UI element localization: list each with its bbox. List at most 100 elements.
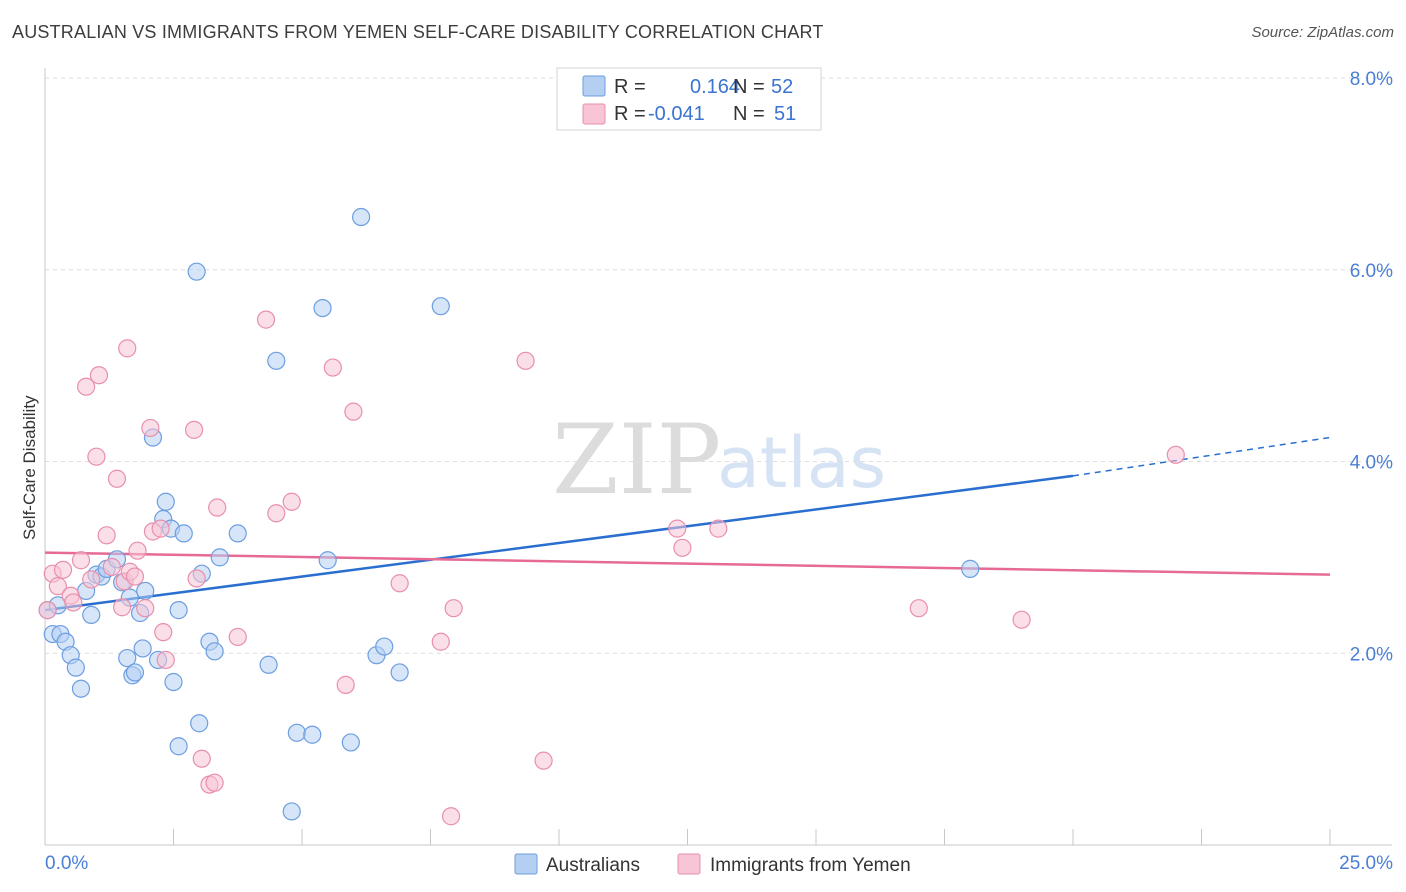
- data-points: [38, 207, 1185, 826]
- legend-r-label-1: R =: [614, 76, 646, 98]
- chart-title: AUSTRALIAN VS IMMIGRANTS FROM YEMEN SELF…: [12, 22, 824, 42]
- watermark-atlas: atlas: [717, 422, 886, 504]
- australians-point: [71, 679, 91, 698]
- yemen-point: [97, 526, 116, 545]
- yemen-point: [1012, 610, 1031, 629]
- y-axis-label: Self-Care Disability: [20, 395, 39, 540]
- yemen-point: [668, 519, 687, 538]
- australians-point: [390, 663, 409, 682]
- australians-point: [190, 714, 209, 733]
- x-tick-label: 0.0%: [45, 853, 88, 874]
- australians-point: [205, 642, 224, 661]
- yemen-point: [323, 358, 342, 377]
- australians-point: [341, 733, 360, 752]
- yemen-point: [344, 402, 363, 421]
- australians-point: [164, 672, 183, 692]
- bottom-legend-swatch-yemen: [677, 853, 701, 875]
- yemen-point: [136, 599, 155, 618]
- yemen-point: [709, 519, 728, 538]
- y-tick-label: 6.0%: [1350, 261, 1393, 282]
- yemen-point: [909, 599, 928, 618]
- australians-point: [267, 351, 286, 370]
- legend-n-label-1: N =: [733, 76, 765, 98]
- australians-trend-line: [44, 474, 1074, 612]
- yemen-point: [128, 541, 147, 560]
- y-tick-label: 4.0%: [1350, 453, 1393, 474]
- australians-point: [259, 655, 278, 674]
- yemen-point: [205, 773, 224, 792]
- bottom-legend-swatch-australians: [514, 853, 538, 875]
- y-tick-label: 2.0%: [1350, 644, 1393, 665]
- yemen-point: [118, 339, 137, 358]
- yemen-point: [282, 492, 301, 511]
- yemen-point: [444, 599, 463, 618]
- bottom-legend-australians: Australians: [546, 855, 640, 876]
- legend-r-value-1: 0.164: [690, 76, 740, 98]
- australians-point: [313, 299, 332, 318]
- australians-point: [352, 207, 371, 227]
- yemen-point: [107, 469, 127, 488]
- yemen-point: [77, 377, 96, 396]
- yemen-point: [267, 504, 286, 523]
- yemen-point: [38, 601, 57, 620]
- yemen-point: [1166, 445, 1185, 464]
- legend-swatch-yemen: [582, 103, 606, 125]
- yemen-point: [390, 574, 409, 593]
- australians-point: [125, 663, 145, 682]
- australians-point: [287, 723, 306, 742]
- yemen-point: [256, 310, 276, 329]
- yemen-point: [673, 538, 692, 557]
- stats-legend: R = 0.164 N = 52 R = -0.041 N = 51: [556, 67, 822, 131]
- yemen-point: [184, 420, 204, 439]
- yemen-point: [141, 418, 160, 438]
- trend-lines: [44, 436, 1331, 612]
- legend-n-label-2: N =: [733, 103, 765, 125]
- australians-point: [169, 601, 188, 620]
- legend-n-value-2: 51: [774, 103, 796, 125]
- yemen-point: [187, 569, 206, 588]
- yemen-point: [112, 598, 132, 617]
- australians-point: [187, 262, 206, 281]
- australians-point: [303, 725, 322, 744]
- yemen-point: [156, 650, 175, 670]
- yemen-point: [125, 567, 145, 586]
- legend-n-value-1: 52: [771, 76, 793, 98]
- australians-point: [66, 658, 85, 677]
- yemen-point: [53, 560, 73, 579]
- axes: 2.0% 4.0% 6.0% 8.0% 0.0% 25.0%: [44, 68, 1393, 874]
- yemen-point: [151, 519, 170, 538]
- gridlines: [45, 77, 1392, 654]
- australians-point: [136, 581, 155, 601]
- australians-point: [82, 605, 101, 625]
- australians-point: [133, 639, 152, 658]
- yemen-point: [154, 623, 173, 642]
- source-label: Source: ZipAtlas.com: [1251, 24, 1394, 41]
- australians-point: [375, 637, 394, 656]
- yemen-point: [87, 447, 106, 466]
- australians-point: [210, 548, 229, 567]
- australians-point: [156, 492, 175, 511]
- yemen-point: [82, 570, 101, 589]
- yemen-point: [48, 577, 67, 596]
- yemen-point: [64, 593, 83, 612]
- australians-point: [228, 524, 247, 543]
- legend-r-value-2: -0.041: [648, 103, 705, 125]
- legend-r-label-2: R =: [614, 103, 646, 125]
- australians-point: [318, 551, 337, 570]
- australians-point: [961, 559, 980, 578]
- australians-trend-extension: [1072, 436, 1331, 477]
- bottom-legend-yemen: Immigrants from Yemen: [710, 855, 911, 876]
- yemen-point: [71, 551, 91, 570]
- watermark-zip: ZIP: [552, 404, 721, 516]
- yemen-point: [336, 675, 355, 694]
- australians-point: [431, 297, 450, 316]
- yemen-point: [208, 498, 227, 517]
- x-tick-label: 25.0%: [1339, 853, 1393, 874]
- yemen-point: [534, 751, 553, 770]
- yemen-point: [441, 807, 461, 826]
- yemen-point: [228, 627, 247, 647]
- australians-point: [174, 524, 193, 543]
- yemen-point: [102, 557, 121, 577]
- australians-point: [282, 802, 301, 821]
